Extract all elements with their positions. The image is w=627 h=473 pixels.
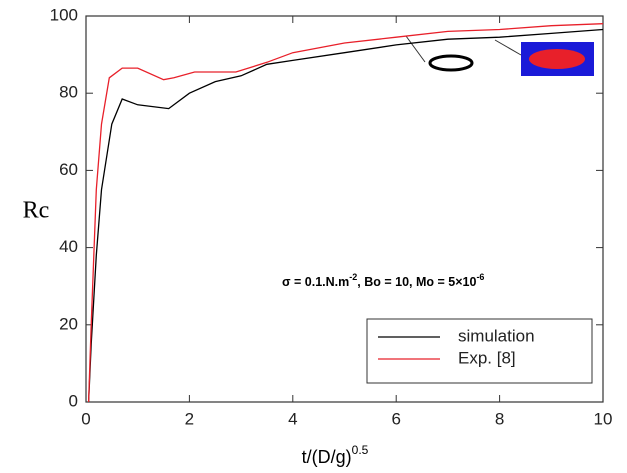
y-tick-label: 40 [59, 237, 78, 256]
x-label-base: t/(D/g) [302, 447, 352, 467]
annotation-part: -6 [476, 272, 484, 282]
series-line [87, 28, 604, 403]
annotation-part: -2 [349, 272, 357, 282]
x-tick-label: 4 [288, 409, 297, 428]
annotation-part: , Bo = 10, Mo = 5×10 [357, 275, 476, 289]
annotation-part: σ = 0.1.N.m [282, 275, 349, 289]
inset-pointer [494, 39, 522, 56]
x-tick-label: 8 [495, 409, 504, 428]
bubble-shape [529, 49, 585, 69]
x-tick-label: 0 [81, 409, 90, 428]
bubble-shape [428, 54, 474, 72]
y-axis-label: Rc [23, 198, 50, 224]
inset-pointer [405, 35, 426, 63]
y-tick-label: 60 [59, 160, 78, 179]
x-label-sup: 0.5 [352, 443, 369, 457]
y-tick-label: 80 [59, 83, 78, 102]
y-tick-label: 20 [59, 314, 78, 333]
legend-label: Exp. [8] [458, 348, 516, 367]
x-axis-label: t/(D/g)0.5 [302, 443, 369, 467]
x-tick-label: 6 [391, 409, 400, 428]
y-tick-label: 0 [69, 391, 78, 410]
x-tick-label: 10 [594, 409, 613, 428]
legend-box [366, 318, 593, 384]
plot-frame [85, 15, 604, 403]
series-line [87, 23, 604, 403]
annotation: σ = 0.1.N.m-2, Bo = 10, Mo = 5×10-6 [282, 272, 484, 289]
y-tick-label: 100 [50, 5, 78, 24]
legend-label: simulation [458, 326, 535, 345]
x-tick-label: 2 [185, 409, 194, 428]
